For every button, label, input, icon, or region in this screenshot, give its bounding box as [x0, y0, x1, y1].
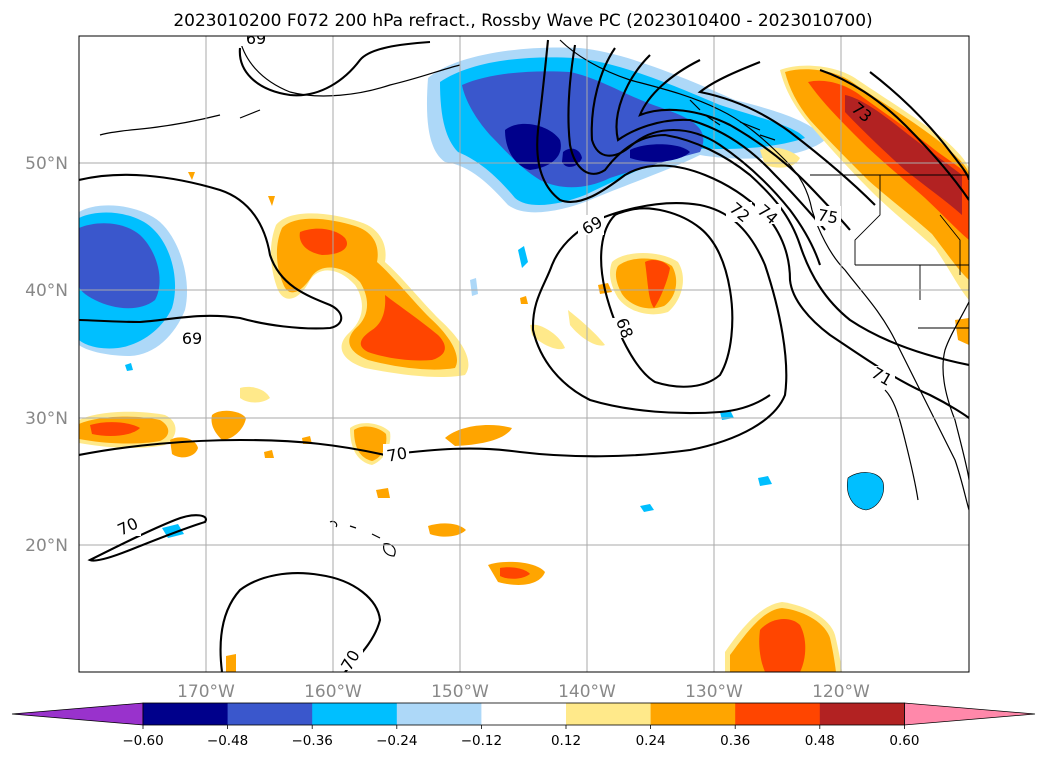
contour-label: 75: [816, 205, 839, 227]
lon-label-130w: 130°W: [685, 682, 743, 702]
contour-label-group: 69 69 70 70 70 68 72 74 75 73 71: [115, 29, 895, 672]
positive-anomaly-region-central: [270, 213, 469, 378]
colorbar-tick-label: 0.12: [551, 733, 581, 749]
colorbar-segment: [481, 703, 567, 725]
lat-label-50n: 50°N: [25, 154, 68, 174]
colorbar-tick-label: 0.48: [805, 733, 835, 749]
lon-label-120w: 120°W: [812, 682, 870, 702]
contour-label: 70: [385, 443, 408, 465]
colorbar-tick-label: −0.24: [376, 733, 417, 749]
colorbar-segment: [312, 703, 398, 725]
colorbar-segment: [735, 703, 821, 725]
map-panel: 69 69 70 70 70 68 72 74 75 73 71: [78, 29, 970, 673]
contour-label: 69: [182, 329, 202, 348]
lon-label-160w: 160°W: [304, 682, 362, 702]
colorbar: −0.60 −0.48 −0.36 −0.24 −0.12 0.12 0.24 0.36 0.4…: [11, 702, 1036, 749]
contour-label: 69: [246, 29, 266, 48]
negative-anomaly-region-west: [79, 205, 188, 356]
latitude-labels: 50°N 40°N 30°N 20°N: [25, 154, 68, 556]
colorbar-segment: [819, 703, 905, 725]
graticule: [79, 36, 969, 672]
colorbar-tick-label: 0.24: [636, 733, 666, 749]
colorbar-extend-low: [11, 702, 144, 726]
positive-anomaly-region-hawaii-north: [610, 253, 683, 315]
map-frame: [78, 35, 970, 673]
political-boundaries: [810, 174, 969, 329]
colorbar-frame: [142, 702, 905, 726]
lon-label-140w: 140°W: [558, 682, 616, 702]
colorbar-tick-label: −0.36: [292, 733, 333, 749]
longitude-labels: 170°W 160°W 150°W 140°W 130°W 120°W: [177, 682, 870, 702]
positive-anomaly-region-south: [725, 602, 842, 672]
colorbar-segment: [227, 703, 313, 725]
lon-label-170w: 170°W: [177, 682, 235, 702]
lat-label-40n: 40°N: [25, 281, 68, 301]
colorbar-segment: [650, 703, 736, 725]
colorbar-segment: [566, 703, 652, 725]
lat-label-30n: 30°N: [25, 409, 68, 429]
positive-anomaly-region-west: [79, 172, 275, 458]
negative-anomaly-region-north-pacific: [426, 47, 825, 213]
colorbar-tick-label: −0.12: [461, 733, 502, 749]
figure-title: 2023010200 F072 200 hPa refract., Rossby…: [173, 11, 872, 31]
colorbar-tick-label: 0.36: [720, 733, 750, 749]
lon-label-150w: 150°W: [431, 682, 489, 702]
colorbar-extend-high: [904, 702, 1036, 726]
lat-label-20n: 20°N: [25, 536, 68, 556]
refractivity-contours: [79, 39, 969, 672]
colorbar-tick-label: −0.48: [207, 733, 248, 749]
colorbar-tick-label: −0.60: [122, 733, 163, 749]
colorbar-segment: [143, 703, 229, 725]
colorbar-segment: [396, 703, 482, 725]
colorbar-tick-label: 0.60: [889, 733, 919, 749]
coastlines: [99, 39, 969, 557]
